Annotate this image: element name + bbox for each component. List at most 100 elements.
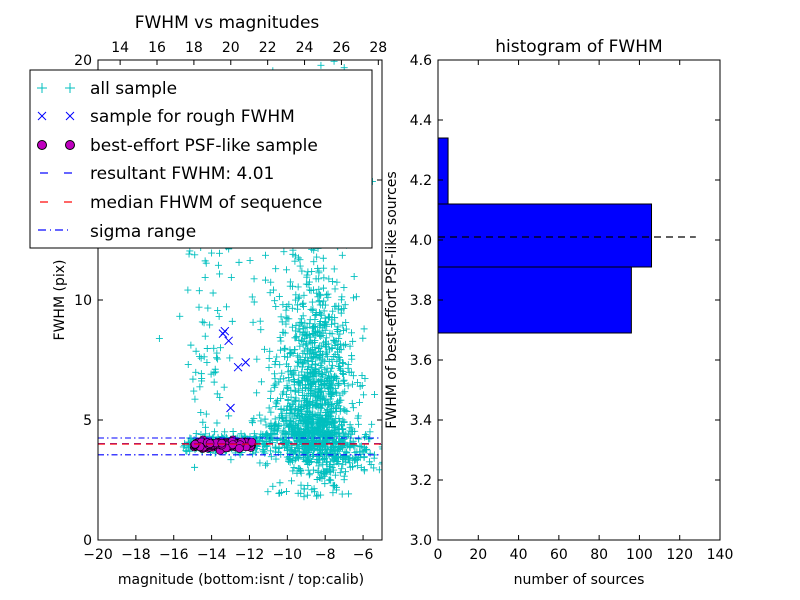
all-sample-point <box>354 462 362 470</box>
all-sample-point <box>329 307 337 315</box>
all-sample-point <box>298 319 306 327</box>
all-sample-point <box>326 476 334 484</box>
all-sample-point <box>327 420 335 428</box>
all-sample-point <box>317 416 325 424</box>
all-sample-point <box>186 247 194 255</box>
all-sample-point <box>211 365 219 373</box>
all-sample-point <box>317 491 325 499</box>
all-sample-point <box>353 378 361 386</box>
all-sample-point <box>304 466 312 474</box>
all-sample-point <box>315 420 323 428</box>
all-sample-point <box>204 304 212 312</box>
all-sample-point <box>365 435 373 443</box>
all-sample-point <box>201 273 209 281</box>
all-sample-point <box>306 429 314 437</box>
all-sample-point <box>312 310 320 318</box>
scatter-y-tick-label: 0 <box>83 533 92 549</box>
all-sample-point <box>216 270 224 278</box>
scatter-title: FWHM vs magnitudes <box>135 13 320 33</box>
all-sample-point <box>331 373 339 381</box>
all-sample-point <box>214 307 222 315</box>
all-sample-point <box>312 402 320 410</box>
all-sample-point <box>293 333 301 341</box>
all-sample-point <box>303 375 311 383</box>
histogram-y-label: FWHM of best-effort PSF-like sources <box>384 171 400 428</box>
legend-label-median: median FHWM of sequence <box>90 193 322 213</box>
all-sample-point <box>309 412 317 420</box>
scatter-y-tick-label: 5 <box>83 413 92 429</box>
all-sample-point <box>314 264 322 272</box>
all-sample-point <box>340 342 348 350</box>
scatter-x-tick-label: −16 <box>159 547 189 563</box>
all-sample-point <box>291 427 299 435</box>
all-sample-point <box>280 248 288 256</box>
scatter-x-tick-label: −20 <box>83 547 113 563</box>
scatter-top-tick-label: 16 <box>148 40 166 56</box>
all-sample-point <box>359 334 367 342</box>
all-sample-point <box>311 343 319 351</box>
all-sample-point <box>340 472 348 480</box>
all-sample-point <box>310 485 318 493</box>
all-sample-point <box>299 312 307 320</box>
all-sample-point <box>310 426 318 434</box>
all-sample-point <box>321 469 329 477</box>
legend-label-all-sample: all sample <box>90 79 177 99</box>
all-sample-point <box>318 404 326 412</box>
all-sample-point <box>351 427 359 435</box>
all-sample-point <box>291 431 299 439</box>
scatter-x-tick-label: −6 <box>353 547 374 563</box>
all-sample-point <box>303 323 311 331</box>
all-sample-point <box>311 336 319 344</box>
all-sample-point <box>278 318 286 326</box>
all-sample-point <box>317 387 325 395</box>
all-sample-point <box>306 470 314 478</box>
histogram-y-tick-label: 4.0 <box>410 233 432 249</box>
all-sample-point <box>303 366 311 374</box>
all-sample-point <box>312 383 320 391</box>
all-sample-point <box>313 476 321 484</box>
all-sample-point <box>304 482 312 490</box>
all-sample-point <box>318 474 326 482</box>
all-sample-point <box>271 443 279 451</box>
all-sample-point <box>281 344 289 352</box>
all-sample-point <box>285 300 293 308</box>
all-sample-point <box>346 423 354 431</box>
all-sample-point <box>317 311 325 319</box>
legend-marker-psf-sample <box>37 140 75 150</box>
all-sample-point <box>267 394 275 402</box>
all-sample-point <box>211 428 219 436</box>
all-sample-point <box>356 443 364 451</box>
all-sample-point <box>302 384 310 392</box>
all-sample-point <box>340 376 348 384</box>
scatter-x-ticks: −20 −18 −16 −14 −12 −10 −8 −6 <box>83 535 373 563</box>
all-sample-point <box>190 387 198 395</box>
all-sample-point <box>349 337 357 345</box>
all-sample-point <box>361 375 369 383</box>
all-sample-point <box>266 347 274 355</box>
all-sample-point <box>267 408 275 416</box>
all-sample-point <box>323 465 331 473</box>
all-sample-point <box>313 253 321 261</box>
histogram-y-tick-label: 3.8 <box>410 293 432 309</box>
all-sample-point <box>322 334 330 342</box>
all-sample-point <box>248 293 256 301</box>
all-sample-point <box>259 446 267 454</box>
all-sample-point <box>271 383 279 391</box>
all-sample-point <box>283 266 291 274</box>
all-sample-point <box>307 338 315 346</box>
histogram-x-tick-label: 100 <box>626 547 653 563</box>
all-sample-point <box>337 306 345 314</box>
histogram-y-ticks: 3.0 3.2 3.4 3.6 3.8 4.0 4.2 4.4 4.6 <box>410 53 720 549</box>
all-sample-point <box>360 466 368 474</box>
scatter-top-tick-label: 22 <box>259 40 277 56</box>
all-sample-point <box>309 305 317 313</box>
all-sample-point <box>302 410 310 418</box>
all-sample-point <box>332 483 340 491</box>
all-sample-point <box>296 381 304 389</box>
all-sample-point <box>198 318 206 326</box>
all-sample-point <box>217 344 225 352</box>
all-sample-point <box>328 330 336 338</box>
all-sample-point <box>306 320 314 328</box>
all-sample-point <box>346 342 354 350</box>
all-sample-point <box>323 430 331 438</box>
